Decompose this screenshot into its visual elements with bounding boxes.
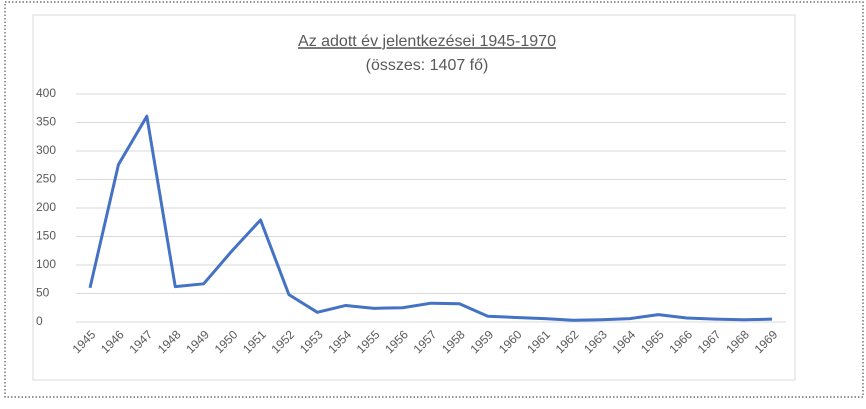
chart-subtitle: (összes: 1407 fő) [366, 57, 489, 74]
y-tick-label: 100 [36, 257, 56, 271]
y-tick-label: 0 [36, 314, 43, 328]
y-tick-label: 200 [36, 200, 56, 214]
data-line [88, 114, 773, 322]
y-tick-label: 350 [36, 115, 56, 129]
y-tick-label: 300 [36, 143, 56, 157]
y-tick-label: 400 [36, 86, 56, 100]
y-tick-label: 150 [36, 229, 56, 243]
chart-title: Az adott év jelentkezései 1945-1970 [298, 33, 556, 50]
y-tick-label: 50 [36, 286, 50, 300]
y-tick-label: 250 [36, 172, 56, 186]
